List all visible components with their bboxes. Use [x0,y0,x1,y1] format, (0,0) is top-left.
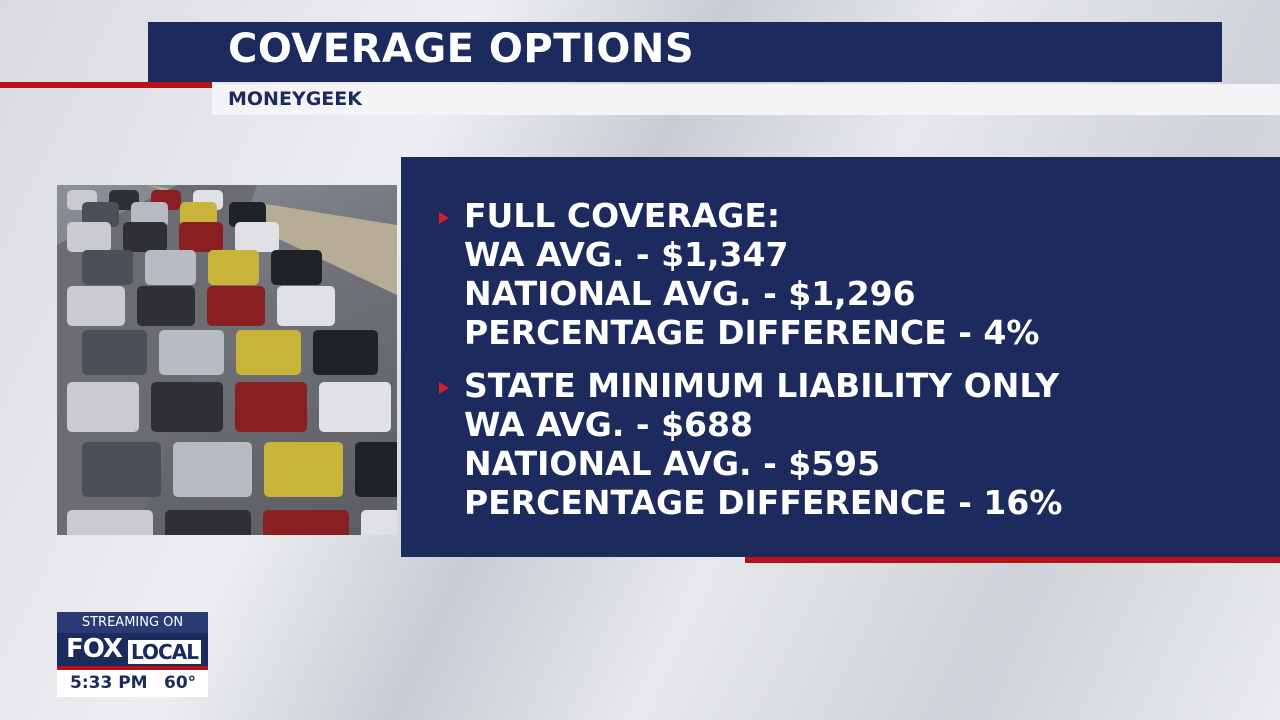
car [82,202,119,227]
car [165,510,251,535]
car [82,330,147,375]
section-line: NATIONAL AVG. - $1,296 [464,274,916,313]
car [179,222,223,252]
car [319,382,391,432]
car [207,286,265,326]
car [67,286,125,326]
car [355,442,397,497]
section-heading: STATE MINIMUM LIABILITY ONLY [464,366,1060,405]
car [145,250,196,285]
car [235,222,279,252]
car [67,382,139,432]
car [264,442,343,497]
car [263,510,349,535]
time: 5:33 PM [70,673,148,693]
source-bar [212,84,1280,115]
car [271,250,322,285]
car [229,202,266,227]
car [277,286,335,326]
channel: LOCAL [128,640,201,664]
title: COVERAGE OPTIONS [228,26,695,72]
section-line: WA AVG. - $688 [464,405,753,444]
car [313,330,378,375]
accent-stripe [0,82,212,88]
car [123,222,167,252]
bullet [439,212,449,224]
accent-stripe [57,666,208,670]
traffic-photo [57,185,397,535]
streaming-label: STREAMING ON [57,612,208,633]
car [180,202,217,227]
car [236,330,301,375]
bullet [439,382,449,394]
car [131,202,168,227]
car [67,222,111,252]
car [173,442,252,497]
source: MONEYGEEK [228,88,362,110]
car [235,382,307,432]
accent-stripe [745,557,1280,563]
section-line: WA AVG. - $1,347 [464,235,789,274]
car [67,510,153,535]
car [159,330,224,375]
info-panel [401,157,1280,557]
section-line: PERCENTAGE DIFFERENCE - 16% [464,483,1063,522]
brand: FOX [66,634,123,664]
car [82,442,161,497]
title-bar [148,22,1222,82]
car [361,510,397,535]
section-line: NATIONAL AVG. - $595 [464,444,881,483]
section-line: PERCENTAGE DIFFERENCE - 4% [464,313,1040,352]
car [208,250,259,285]
section-heading: FULL COVERAGE: [464,196,781,235]
car [137,286,195,326]
car [151,382,223,432]
temperature: 60° [164,673,197,693]
car [82,250,133,285]
